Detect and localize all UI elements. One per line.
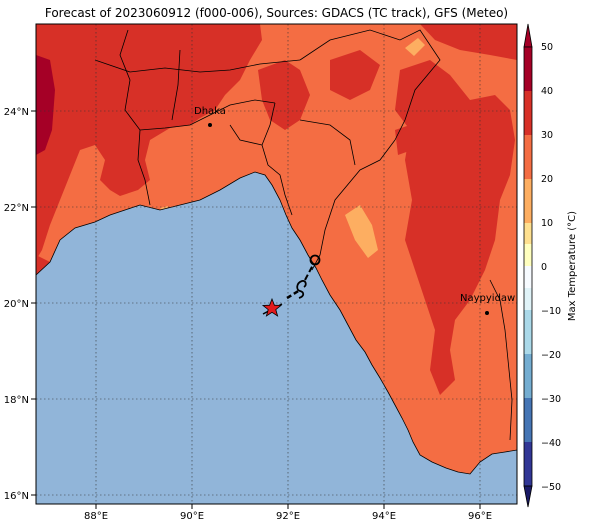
colorbar-frame xyxy=(523,46,533,487)
track-line-end xyxy=(304,262,315,281)
border-bangladesh-north xyxy=(139,99,276,131)
tick-marks xyxy=(31,110,481,509)
border-myanmar-thailand xyxy=(489,279,513,441)
border-india-bangladesh-west xyxy=(119,29,151,206)
colorbar-band-m5 xyxy=(524,288,532,310)
lat-tick-22: 22°N xyxy=(4,203,29,214)
colorbar-band-50 xyxy=(524,47,532,91)
land-hot-region-west xyxy=(36,24,262,260)
land-hot-patch xyxy=(395,125,412,155)
colorbar-tick-20: 20 xyxy=(541,174,553,185)
map-area: Dhaka Naypyidaw xyxy=(36,24,517,504)
border-inner-states xyxy=(171,49,356,166)
borders xyxy=(36,29,517,475)
track-start-red-star xyxy=(261,297,283,317)
colorbar-band-m30 xyxy=(524,398,532,442)
track-end-open-circle xyxy=(309,254,321,266)
colorbar-tick-m30: −30 xyxy=(541,394,561,405)
colorbar-tick-m40: −40 xyxy=(541,438,561,449)
border-india-myanmar xyxy=(311,139,396,271)
colorbar-band-m10 xyxy=(524,310,532,354)
tropical-cyclone-icon xyxy=(296,279,307,299)
colorbar-bottom-arrow xyxy=(523,485,533,508)
track-line-dashed xyxy=(286,288,301,300)
border-nepal-bhutan xyxy=(94,59,301,73)
colorbar-top-arrow xyxy=(523,23,533,48)
colorbar-band-40 xyxy=(524,91,532,135)
gridlines xyxy=(36,24,517,504)
colorbar-band-m40 xyxy=(524,442,532,486)
colorbar-band-20 xyxy=(524,179,532,223)
lon-tick-88: 88°E xyxy=(84,511,108,522)
colorbar-band-10 xyxy=(524,223,532,244)
land-darkest-spot xyxy=(36,55,55,155)
colorbar-tick-m50: −50 xyxy=(541,482,561,493)
colorbar-band-5 xyxy=(524,244,532,266)
colorbar-band-30 xyxy=(524,135,532,179)
lat-tick-16: 16°N xyxy=(4,491,29,502)
lat-tick-18: 18°N xyxy=(4,395,29,406)
colorbar-tick-m10: −10 xyxy=(541,306,561,317)
map-frame xyxy=(35,23,518,505)
colorbar-tick-30: 30 xyxy=(541,130,553,141)
map-title: Forecast of 2023060912 (f000-006), Sourc… xyxy=(44,6,509,20)
land-hot-region-ne-corner xyxy=(420,24,517,60)
lon-tick-90: 90°E xyxy=(180,511,204,522)
colorbar-tick-m20: −20 xyxy=(541,350,561,361)
land-hot-region-northeast xyxy=(330,50,380,100)
lon-tick-94: 94°E xyxy=(372,511,396,522)
lon-tick-96: 96°E xyxy=(468,511,492,522)
lat-tick-20: 20°N xyxy=(4,299,29,310)
colorbar-tick-10: 10 xyxy=(541,218,553,229)
border-bangladesh-east xyxy=(261,102,293,216)
lat-tick-24: 24°N xyxy=(4,107,29,118)
land-hot-region-east xyxy=(395,60,515,395)
colorbar-tick-50: 50 xyxy=(541,42,553,53)
colorbar-band-m20 xyxy=(524,354,532,398)
coastline xyxy=(36,171,517,475)
land-hot-region-north xyxy=(258,60,310,130)
colorbar-tick-0: 0 xyxy=(541,262,547,273)
colorbar-band-0 xyxy=(524,266,532,288)
colorbar-label: Max Temperature (°C) xyxy=(567,211,578,321)
colorbar: 50 40 30 20 10 0 −10 −20 −30 −40 −50 Max… xyxy=(523,23,578,508)
city-label-naypyidaw: Naypyidaw xyxy=(460,293,515,304)
city-dot-dhaka xyxy=(208,123,212,127)
cyclone-track xyxy=(261,254,321,317)
colorbar-tick-40: 40 xyxy=(541,86,553,97)
city-label-dhaka: Dhaka xyxy=(194,106,226,117)
lon-tick-92: 92°E xyxy=(276,511,300,522)
border-northeast-india xyxy=(299,29,441,141)
land-mild-patch-north xyxy=(405,38,425,56)
city-dot-naypyidaw xyxy=(485,311,489,315)
sea-bay-of-bengal xyxy=(36,172,517,504)
land-mild-patch-hills xyxy=(345,205,378,258)
